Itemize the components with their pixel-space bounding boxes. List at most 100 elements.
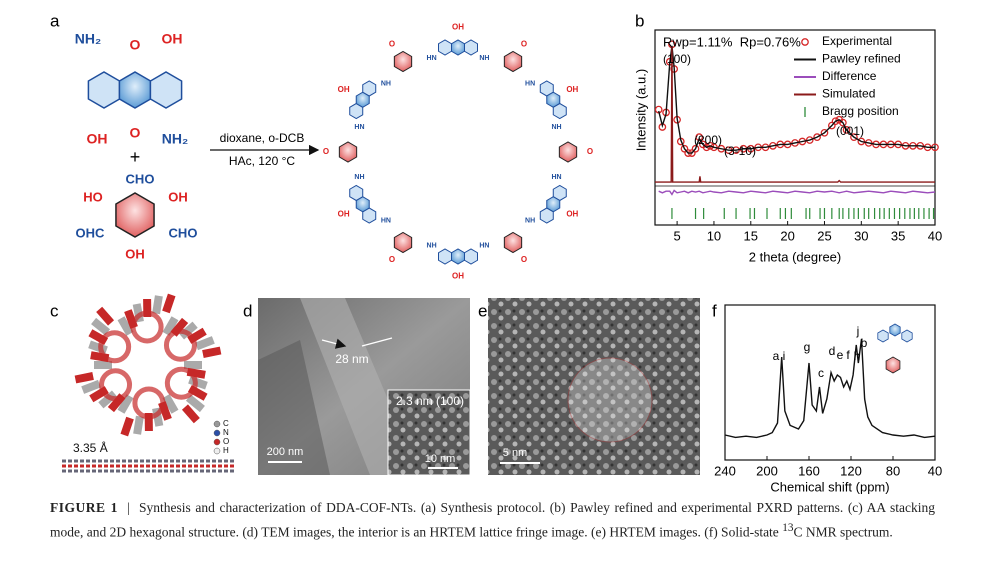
legend-label: N <box>223 428 229 437</box>
scale-bar-label: 5 nm <box>503 447 527 459</box>
spacing-label: 3.35 Å <box>73 440 108 455</box>
x-tick-label: 80 <box>886 463 900 478</box>
ring <box>118 71 152 109</box>
legend-dot <box>213 429 221 437</box>
panel-letter: b <box>635 11 644 30</box>
legend-dot <box>213 420 221 428</box>
arrow <box>321 338 347 349</box>
pore <box>130 310 164 344</box>
pore-wall <box>117 316 134 336</box>
atom-label: O <box>521 255 527 264</box>
series-line <box>655 47 935 183</box>
spectrum <box>724 338 936 439</box>
pore-wall <box>120 416 134 437</box>
ring <box>464 39 478 56</box>
atom-label: OH <box>125 246 145 261</box>
width-label: 28 nm <box>335 352 368 366</box>
caption-label: FIGURE 1 <box>50 500 118 515</box>
scale-bar-label: 200 nm <box>267 446 304 458</box>
atom-label: HN <box>551 174 561 181</box>
legend-label: Difference <box>822 69 877 83</box>
atom-label: HN <box>427 55 437 62</box>
pore-wall <box>81 379 101 394</box>
hrtem-inset <box>387 389 471 476</box>
atom-label: OH <box>566 85 578 94</box>
atom-label: OH <box>338 85 350 94</box>
pore-wall <box>91 317 111 336</box>
ring <box>464 248 478 265</box>
pore-wall <box>98 390 118 409</box>
pore <box>164 366 198 400</box>
atom-label: OHC <box>76 225 106 240</box>
peak-label: (200) <box>694 133 722 147</box>
ring <box>393 231 413 254</box>
x-tick-label: 35 <box>891 228 905 243</box>
data-point <box>831 117 840 126</box>
x-tick-label: 5 <box>673 228 680 243</box>
ring <box>451 39 465 56</box>
caption-separator: | <box>127 500 130 515</box>
pore-wall <box>152 295 163 315</box>
ring <box>889 323 901 337</box>
overlay-structure <box>567 357 653 443</box>
x-tick-label: 40 <box>928 228 942 243</box>
legend-dot <box>213 447 221 455</box>
atom-label: O <box>130 37 141 53</box>
pore <box>98 330 132 364</box>
pore-wall <box>184 361 202 369</box>
data-point <box>813 133 821 141</box>
caption-text: Synthesis and characterization of DDA-CO… <box>50 500 936 540</box>
pore-wall <box>181 404 200 424</box>
peak-label: e <box>837 348 844 362</box>
data-point <box>680 144 689 153</box>
data-point <box>706 142 715 150</box>
panel-letter: e <box>478 301 487 320</box>
atom-label: O <box>389 255 395 264</box>
legend-label: Experimental <box>822 34 892 48</box>
ring <box>349 184 364 202</box>
panel-letter: c <box>50 301 59 320</box>
peak-label: (3-10) <box>724 144 756 158</box>
panel-letter: a <box>50 11 60 30</box>
ring <box>503 231 523 254</box>
atom-label: OH <box>168 189 188 204</box>
pore <box>99 368 133 402</box>
atom-label: NH <box>525 217 535 224</box>
x-tick-label: 25 <box>817 228 831 243</box>
pore-wall <box>162 394 179 414</box>
legend-label: Simulated <box>822 87 875 101</box>
atom-label: NH₂ <box>162 131 188 147</box>
atom-label: NH <box>427 242 437 249</box>
ring <box>362 80 377 97</box>
atom-label: OH <box>452 23 464 32</box>
ring <box>338 141 358 163</box>
data-point <box>850 133 858 141</box>
peak-label: g <box>804 340 811 354</box>
ring <box>115 192 155 238</box>
condition: dioxane, o-DCB <box>220 131 305 145</box>
x-tick-label: 120 <box>840 463 862 478</box>
peak-label: c <box>818 366 824 380</box>
arrow <box>361 337 393 347</box>
series-line <box>658 189 936 196</box>
atom-label: OH <box>87 131 108 147</box>
peak-label: j <box>856 324 860 338</box>
plus: + <box>130 147 141 167</box>
atom-label: HO <box>83 189 103 204</box>
x-tick-label: 160 <box>798 463 820 478</box>
pore <box>132 386 166 420</box>
legend-label: O <box>223 437 229 446</box>
nanotube <box>258 340 330 475</box>
ring <box>552 102 567 120</box>
legend-label: Pawley refined <box>822 52 901 66</box>
atom-label: OH <box>566 209 578 218</box>
legend-label: Bragg position <box>822 104 899 118</box>
x-tick-label: 10 <box>707 228 721 243</box>
data-point <box>820 128 829 137</box>
atom-label: NH <box>381 80 391 87</box>
atom-label: HN <box>525 80 535 87</box>
ring <box>393 50 413 73</box>
x-tick-label: 40 <box>928 463 942 478</box>
ring <box>149 71 183 109</box>
atom-label: CHO <box>169 225 198 240</box>
